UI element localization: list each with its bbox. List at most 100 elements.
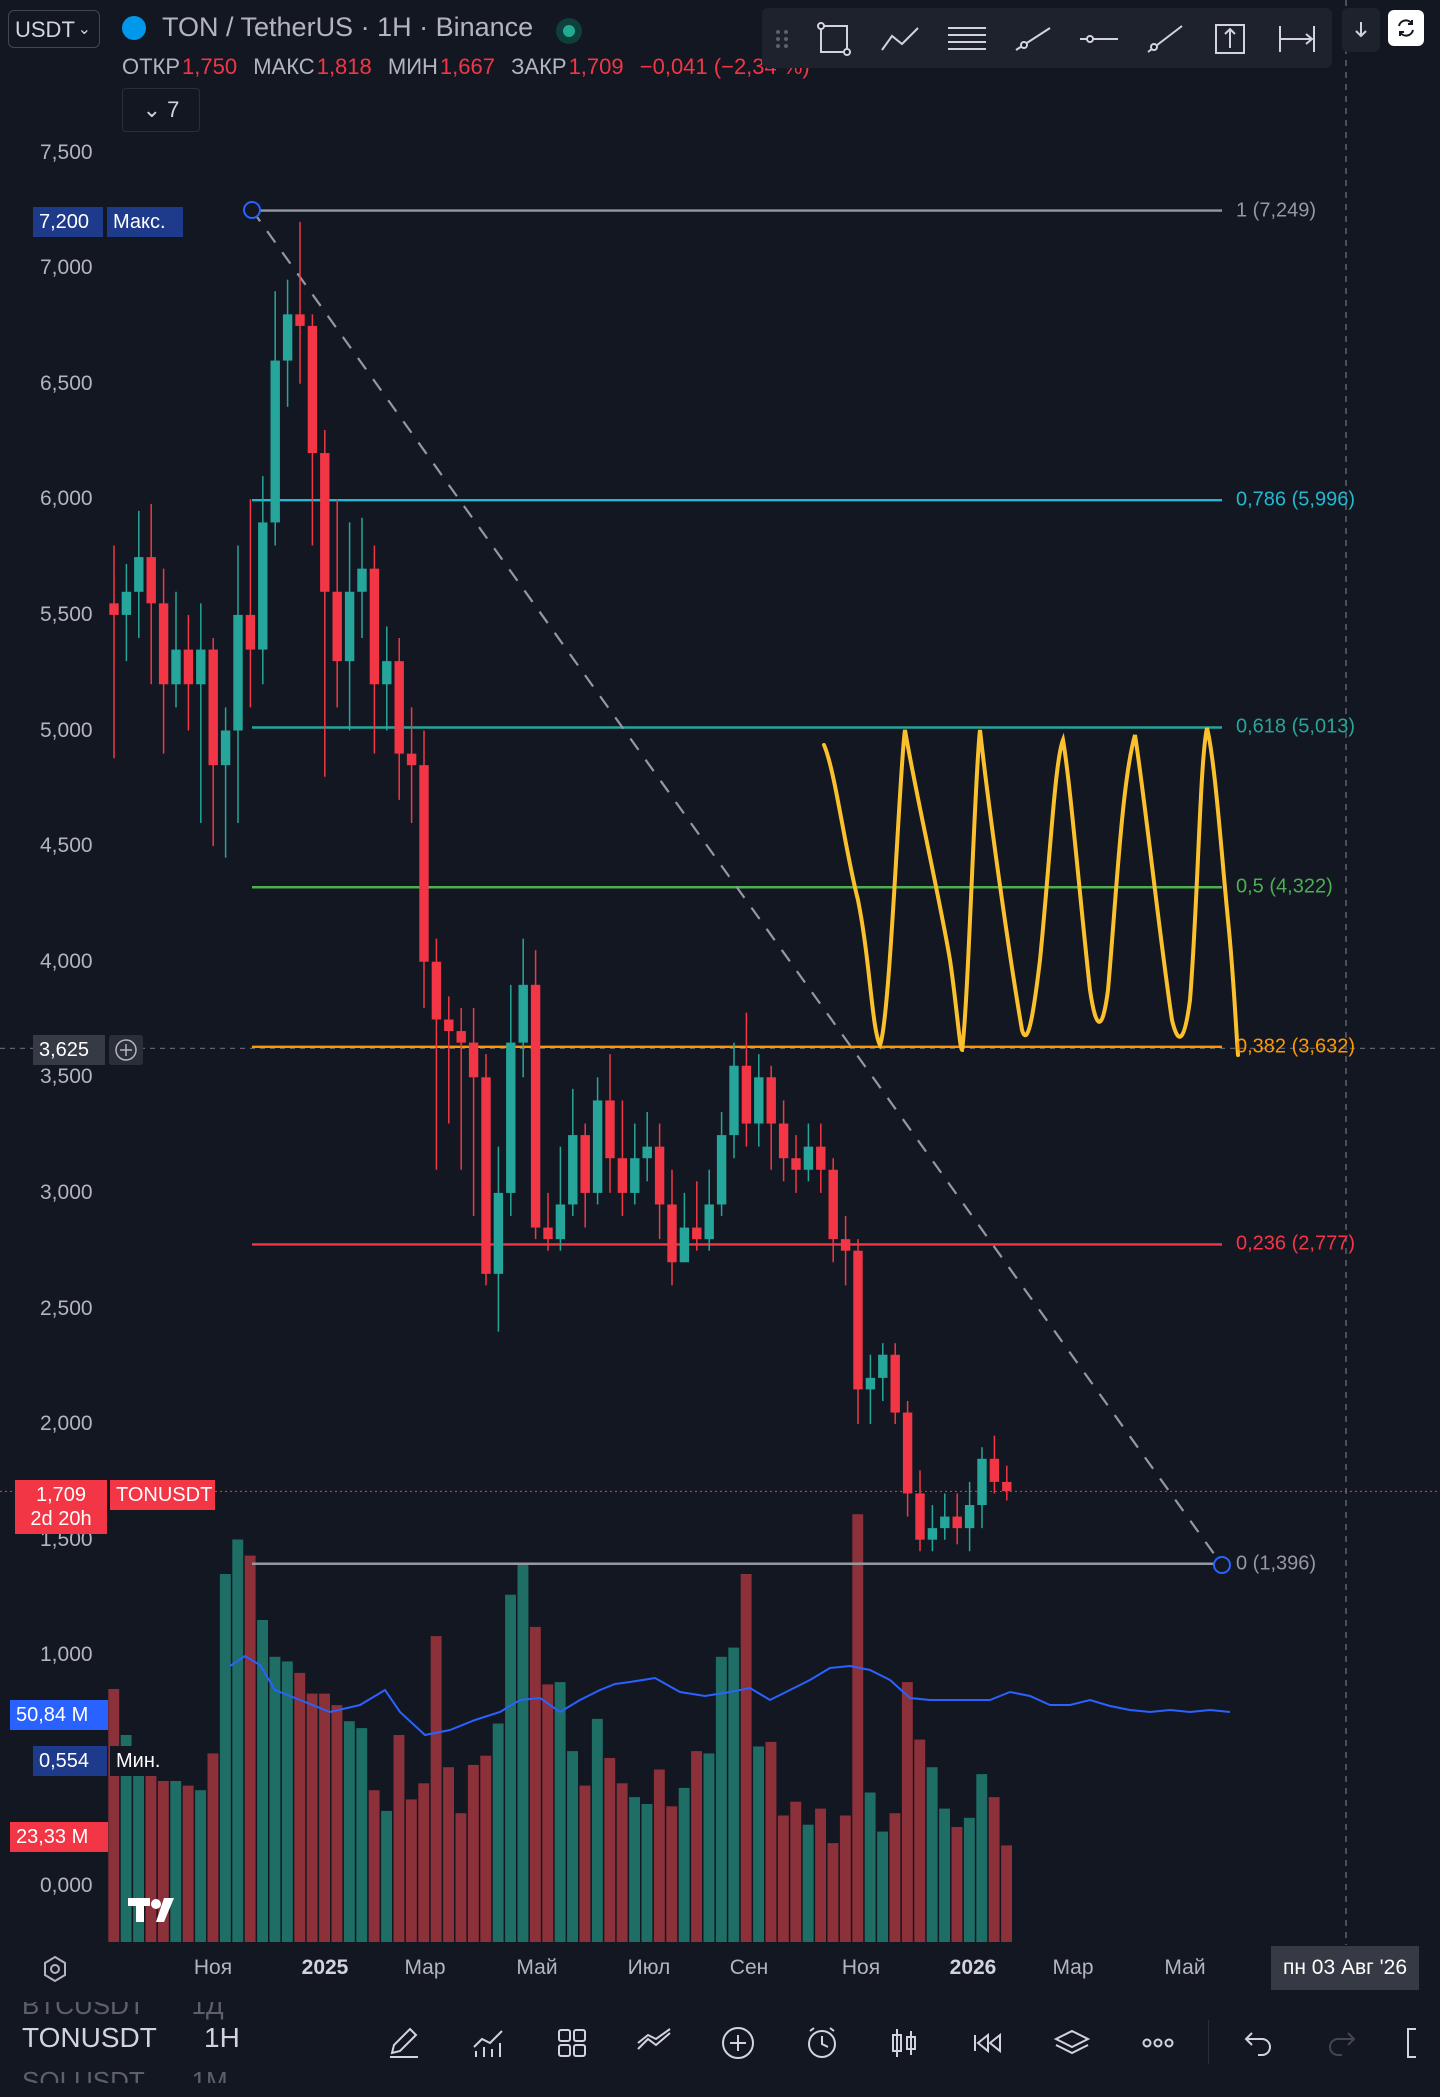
candle-body	[667, 1204, 677, 1263]
candle-body	[654, 1146, 665, 1205]
price-range-icon[interactable]	[1208, 22, 1254, 56]
undo-icon[interactable]	[1238, 2023, 1278, 2063]
volume-bar	[368, 1790, 380, 1942]
pencil-icon[interactable]	[384, 2023, 424, 2063]
price-tick-label: 6,500	[40, 371, 93, 395]
fullscreen-icon[interactable]	[1402, 2023, 1440, 2063]
high-label: МАКС	[253, 54, 315, 79]
alarm-clock-icon[interactable]	[802, 2023, 842, 2063]
date-range-icon[interactable]	[1274, 22, 1320, 56]
candles-icon[interactable]	[884, 2023, 924, 2063]
volume-bar	[951, 1827, 963, 1942]
candle-body	[369, 568, 380, 685]
volume-bar	[666, 1806, 678, 1942]
candle-body	[134, 557, 144, 592]
volume-ma-tag: 50,84 M	[10, 1700, 108, 1730]
volume-bar	[629, 1797, 640, 1942]
candle-body	[208, 649, 218, 766]
volume-bar	[753, 1746, 764, 1942]
watchlist-next-symbol[interactable]: SOLUSDT 1M	[22, 2066, 228, 2096]
currency-select[interactable]: USDT ⌄	[8, 10, 100, 48]
candle-body	[307, 325, 318, 454]
time-tick-label: Мар	[404, 1956, 446, 1979]
last-price-tag: 1,709 2d 20h	[15, 1480, 107, 1534]
volume-bar	[579, 1785, 591, 1942]
ton-logo-icon	[122, 16, 146, 40]
candle-body	[977, 1458, 987, 1506]
max-label: Макс.	[113, 211, 166, 233]
last-price-value: 1,709	[35, 1484, 87, 1506]
volume-bar	[777, 1815, 789, 1942]
indicators-collapse-button[interactable]: ⌄ 7	[122, 88, 200, 132]
more-icon[interactable]	[1138, 2023, 1178, 2063]
price-tick-label: 4,000	[40, 949, 93, 973]
candle-body	[518, 984, 528, 1043]
timeframe-button[interactable]: 1H	[204, 2022, 240, 2053]
replay-icon[interactable]	[968, 2023, 1008, 2063]
volume-bar	[790, 1801, 802, 1942]
volume-bar	[219, 1574, 231, 1942]
volume-bar	[939, 1808, 950, 1942]
volume-bar	[641, 1804, 653, 1942]
min-label: Мин.	[116, 1750, 161, 1772]
rectangle-icon[interactable]	[812, 22, 858, 56]
watchlist-current-symbol[interactable]: TONUSDT	[22, 2022, 157, 2053]
settings-icon[interactable]	[40, 1954, 70, 1984]
layout-grid-icon[interactable]	[552, 2023, 592, 2063]
candle-body	[766, 1077, 776, 1124]
parallel-channel-icon[interactable]	[944, 22, 990, 56]
volume-bar	[319, 1693, 330, 1942]
add-alert-button[interactable]	[109, 1035, 143, 1065]
redo-icon[interactable]	[1322, 2023, 1362, 2063]
watchlist-prev-symbol[interactable]: BTCUSDT 1Д	[22, 1990, 224, 2020]
volume-bar	[505, 1594, 516, 1942]
compare-icon[interactable]	[634, 2023, 674, 2063]
bar-countdown: 2d 20h	[30, 1508, 92, 1530]
time-tick-label: 2026	[949, 1956, 997, 1979]
candle-body	[692, 1227, 702, 1240]
horizontal-line-icon[interactable]	[1076, 22, 1122, 56]
volume-bar	[393, 1735, 405, 1942]
fib-trend-line	[251, 209, 1223, 1566]
download-button[interactable]	[1342, 8, 1380, 52]
candle-body	[940, 1516, 950, 1529]
ray-icon[interactable]	[1142, 22, 1188, 56]
time-tick-label: Июл	[627, 1956, 671, 1979]
add-circle-icon[interactable]	[718, 2023, 758, 2063]
time-tick-label: Ноя	[193, 1956, 233, 1979]
candle-body	[481, 1077, 491, 1274]
price-tick-label: 2,000	[40, 1412, 93, 1436]
candle-body	[630, 1158, 640, 1193]
candle-body	[642, 1146, 652, 1159]
candle-body	[270, 360, 280, 523]
candle-body	[282, 314, 293, 361]
layers-icon[interactable]	[1052, 2023, 1092, 2063]
trend-line-icon[interactable]	[1010, 22, 1056, 56]
symbol-price-tag: TONUSDT	[110, 1480, 215, 1510]
crosshair-price-tag: 3,625	[33, 1035, 105, 1065]
candle-body	[146, 557, 156, 604]
volume-bar	[182, 1785, 194, 1942]
symbol-title[interactable]: TON / TetherUS · 1H · Binance	[162, 12, 534, 42]
path-icon[interactable]	[878, 22, 924, 56]
volume-bar	[728, 1647, 740, 1942]
drag-handle-icon[interactable]	[772, 22, 792, 56]
candle-body	[171, 649, 181, 685]
close-value: 1,709	[568, 54, 624, 79]
volume-bar	[715, 1656, 727, 1942]
sync-button[interactable]	[1388, 10, 1424, 46]
candle-body	[964, 1505, 975, 1529]
volume-bar	[108, 1689, 120, 1942]
tradingview-logo-icon[interactable]	[126, 1892, 186, 1926]
open-value: 1,750	[182, 54, 238, 79]
price-tick-label: 3,000	[40, 1180, 93, 1204]
candle-body	[679, 1227, 690, 1263]
market-status-icon[interactable]	[556, 18, 582, 44]
indicators-icon[interactable]	[468, 2023, 508, 2063]
volume-bar	[1001, 1845, 1012, 1942]
candle-body	[803, 1146, 814, 1170]
volume-bar	[120, 1735, 132, 1942]
candle-body	[456, 1031, 466, 1043]
fib-anchor-start	[243, 201, 261, 219]
